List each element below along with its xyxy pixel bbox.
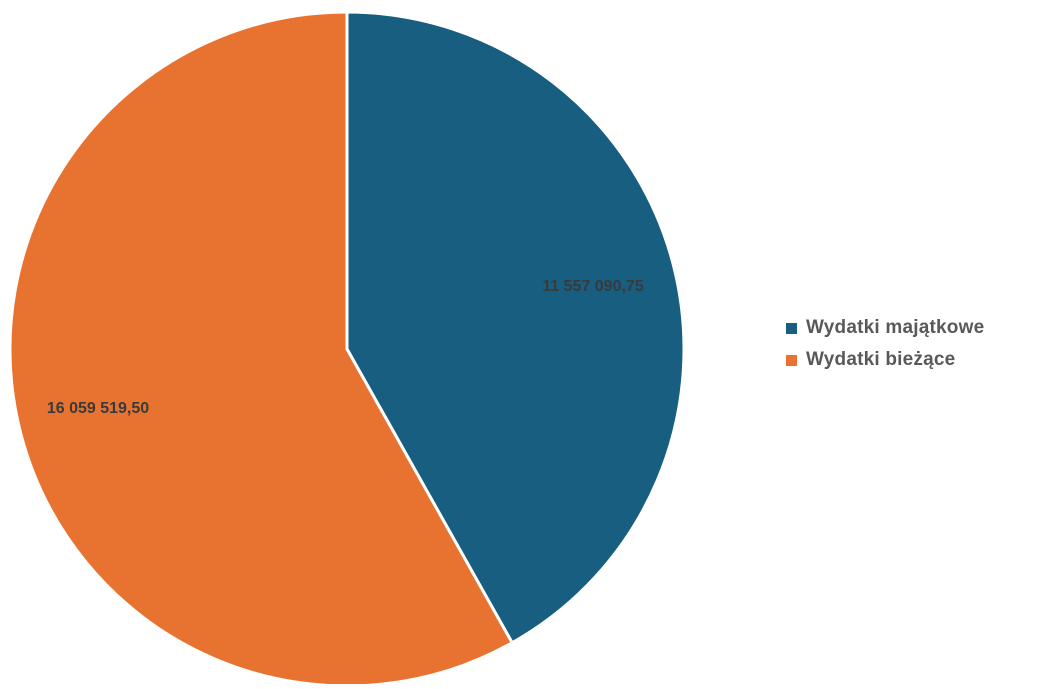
pie-slice-wydatki-majatkowe[interactable] (345, 10, 686, 645)
pie-slices (8, 10, 686, 688)
legend-item-wydatki-majatkowe[interactable]: Wydatki majątkowe (786, 313, 984, 343)
pie-data-labels: 11 557 090,75 16 059 519,50 (47, 278, 644, 417)
legend-swatch-wydatki-majatkowe (786, 322, 797, 334)
data-label-wydatki-biezace: 16 059 519,50 (47, 400, 149, 417)
legend-item-wydatki-biezace[interactable]: Wydatki bieżące (786, 345, 984, 375)
legend-swatch-wydatki-biezace (786, 354, 797, 366)
legend-label-wydatki-majatkowe: Wydatki majątkowe (806, 317, 985, 338)
legend-label-wydatki-biezace: Wydatki bieżące (806, 349, 956, 370)
data-label-wydatki-majatkowe: 11 557 090,75 (542, 278, 644, 295)
legend: Wydatki majątkowe Wydatki bieżące (786, 313, 984, 377)
